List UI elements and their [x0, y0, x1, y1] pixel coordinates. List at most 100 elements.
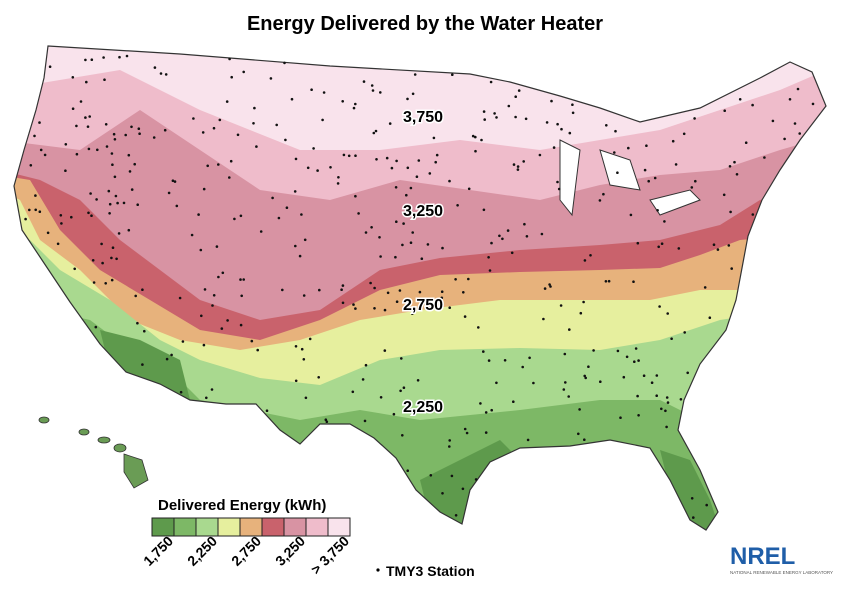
- station-dot: [95, 198, 98, 201]
- station-dot: [616, 171, 619, 174]
- station-dot: [489, 80, 493, 84]
- station-dot: [340, 288, 343, 292]
- station-dot: [108, 202, 112, 206]
- station-dot: [467, 277, 470, 281]
- station-dot: [136, 321, 139, 325]
- station-dot: [310, 88, 313, 91]
- legend-tick-label: 2,250: [184, 533, 220, 569]
- station-dot: [514, 115, 517, 119]
- station-dot: [416, 299, 419, 302]
- station-dot: [692, 516, 695, 519]
- station-dot: [671, 139, 675, 143]
- station-dot: [645, 144, 648, 147]
- station-dot: [538, 153, 542, 157]
- station-dot: [228, 57, 231, 61]
- legend-swatch: [327, 517, 351, 537]
- station-dot: [557, 187, 561, 191]
- station-dot: [59, 214, 63, 217]
- station-dot: [383, 349, 387, 352]
- station-dot: [400, 357, 403, 360]
- station-dot: [277, 216, 281, 220]
- station-dot: [549, 285, 552, 288]
- station-dot: [341, 284, 345, 287]
- station-dot: [471, 134, 475, 138]
- station-dot: [91, 259, 95, 262]
- station-dot: [201, 131, 205, 134]
- station-dot: [783, 137, 786, 141]
- station-dot: [722, 193, 726, 197]
- station-dot: [598, 199, 602, 202]
- hawaii: [38, 416, 149, 489]
- station-dot: [670, 337, 673, 341]
- station-dot: [643, 168, 647, 172]
- station-dot: [117, 232, 121, 235]
- station-dot: [141, 363, 144, 366]
- station-dot: [341, 301, 345, 305]
- station-dot: [128, 170, 132, 173]
- station-dot: [568, 131, 572, 135]
- station-dot: [316, 169, 319, 172]
- station-dot: [482, 208, 486, 212]
- station-dot: [281, 288, 284, 292]
- station-dot: [275, 123, 279, 127]
- station-dot: [738, 98, 742, 101]
- legend-swatch: [173, 517, 197, 537]
- station-dot: [679, 398, 683, 401]
- station-dot: [64, 143, 68, 146]
- station-dot: [100, 242, 103, 246]
- station-dot: [705, 503, 708, 507]
- station-dot: [690, 497, 694, 500]
- station-dot: [385, 156, 389, 160]
- station-dot: [636, 241, 640, 245]
- station-dot: [256, 348, 260, 352]
- station-dot: [677, 247, 681, 250]
- station-dot: [352, 303, 355, 306]
- station-dot: [336, 182, 340, 185]
- station-dot: [632, 280, 635, 284]
- station-dot: [60, 222, 63, 225]
- station-dot: [723, 109, 726, 112]
- station-dot: [540, 232, 544, 236]
- station-dot: [228, 176, 231, 179]
- station-dot: [440, 296, 444, 300]
- station-dot: [482, 350, 485, 353]
- station-dot: [550, 99, 553, 103]
- station-dot: [300, 347, 304, 351]
- station-dot: [454, 514, 458, 517]
- station-dot: [181, 340, 185, 343]
- station-dot: [629, 213, 633, 217]
- station-dot: [215, 245, 219, 248]
- station-dot: [642, 374, 646, 378]
- station-dot: [524, 117, 528, 121]
- logo: NREL: [730, 543, 795, 570]
- station-dot: [495, 116, 498, 119]
- station-dot: [364, 363, 368, 367]
- station-dot: [240, 294, 243, 298]
- station-dot: [583, 438, 586, 442]
- station-dot: [271, 196, 274, 200]
- station-dot: [398, 289, 402, 292]
- station-dot: [484, 411, 488, 414]
- station-dot: [413, 73, 417, 76]
- station-dot: [402, 222, 405, 225]
- station-dot: [571, 103, 574, 106]
- station-dot: [212, 126, 216, 130]
- station-dot: [173, 180, 177, 183]
- station-dot: [482, 110, 486, 113]
- station-dot: [395, 300, 399, 304]
- station-dot: [390, 166, 394, 170]
- station-dot: [503, 359, 507, 362]
- station-dot: [242, 278, 245, 281]
- station-dot: [604, 280, 608, 283]
- station-dot: [79, 100, 83, 103]
- station-dot: [285, 206, 289, 209]
- station-dot: [655, 374, 659, 377]
- station-dot: [560, 127, 563, 131]
- station-dot: [239, 278, 242, 281]
- station-dot: [409, 241, 413, 244]
- station-dot: [399, 389, 402, 393]
- station-dot: [522, 160, 525, 163]
- station-dot: [302, 358, 306, 361]
- legend-tick-label: 3,250: [272, 533, 308, 569]
- station-dot: [771, 119, 775, 123]
